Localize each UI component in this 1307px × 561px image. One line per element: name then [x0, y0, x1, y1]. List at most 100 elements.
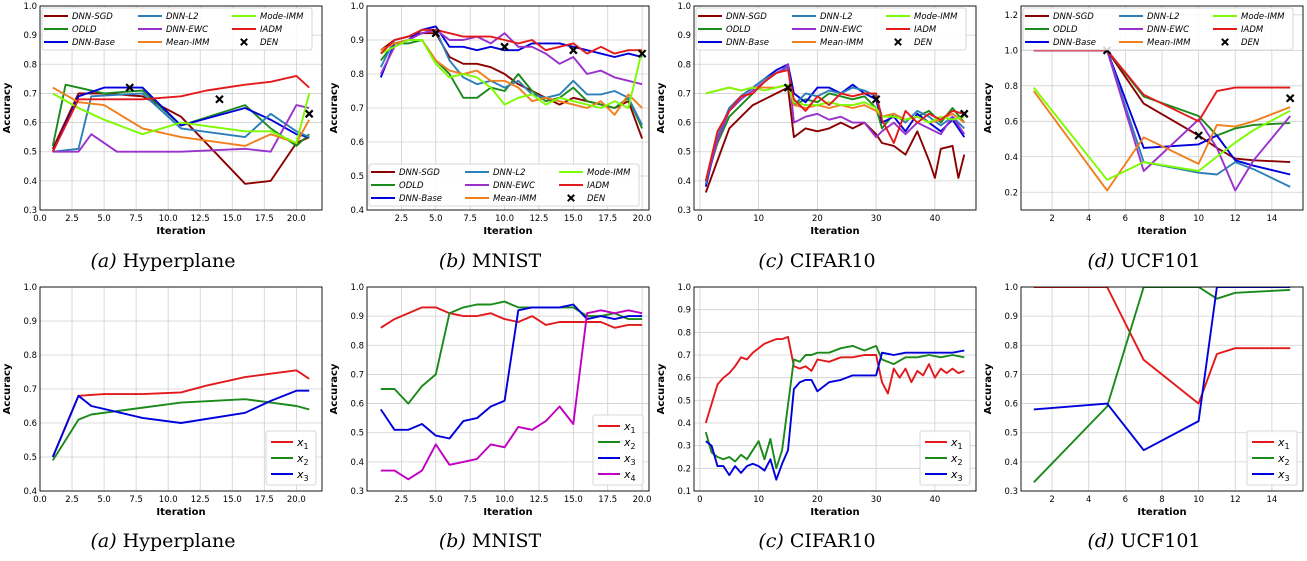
x-tick-label: 40	[929, 214, 940, 224]
x-axis-label: Iteration	[483, 226, 532, 237]
legend-item: DNN-L2	[465, 168, 525, 178]
x-axis-label: Iteration	[156, 226, 205, 237]
legend-item: x2	[1252, 452, 1290, 467]
legend-label: x4	[623, 468, 636, 483]
x-tick-label: 17.5	[255, 495, 274, 505]
legend-item: DNN-EWC	[1119, 25, 1189, 35]
series-line-iadm	[380, 28, 643, 55]
y-tick-label: 1.0	[677, 2, 691, 12]
x-axis-label: Iteration	[156, 507, 205, 518]
axes-frame	[39, 286, 323, 492]
legend-label: Mode-IMM	[260, 12, 304, 22]
legend-label: DNN-EWC	[1147, 25, 1189, 35]
caption-letter: (d)	[1087, 250, 1115, 272]
y-tick-label: 0.7	[677, 89, 691, 99]
x-tick-label: 10	[1193, 214, 1204, 224]
caption: (b) MNIST	[327, 530, 653, 552]
series-line-dnn-base	[51, 86, 310, 153]
y-tick-label: 0.8	[677, 60, 691, 70]
legend-label: DNN-EWC	[493, 181, 535, 191]
series-line-mode-imm	[380, 39, 644, 109]
x-tick-label: 2	[1049, 214, 1054, 224]
series-line-x3	[1033, 287, 1291, 452]
legend-item: DEN	[567, 194, 606, 204]
legend-item: DEN	[894, 38, 933, 48]
x-tick-label: 6	[1123, 495, 1128, 505]
x-tick-label: 0.0	[33, 495, 47, 505]
y-tick-label: 0.6	[677, 119, 691, 129]
legend-item: IADM	[1213, 25, 1264, 35]
plot-area	[379, 25, 647, 139]
caption: (a) Hyperplane	[0, 530, 326, 552]
caption-name: CIFAR10	[789, 250, 876, 272]
series-line-x1	[380, 306, 643, 329]
y-tick-label: 0.7	[350, 104, 364, 114]
x-tick-label: 17.5	[255, 214, 274, 224]
series-line-mode-imm	[705, 83, 965, 124]
caption-name: Hyperplane	[122, 530, 236, 552]
caption-name: MNIST	[471, 530, 542, 552]
den-marker	[783, 83, 793, 92]
series-line-x1	[51, 369, 310, 458]
y-tick-label: 0.9	[350, 312, 364, 322]
x-tick-label: 5.0	[97, 495, 111, 505]
y-tick-label: 0.5	[23, 148, 37, 158]
legend-label: ODLD	[72, 25, 97, 35]
legend: DNN-SGD DNN-L2 Mode-IMM ODLD DNN-EWC IADM DNN-…	[41, 7, 313, 51]
series-line-x2	[704, 344, 965, 470]
y-tick-label: 0.6	[1004, 117, 1018, 127]
x-tick-label: 15.0	[564, 495, 583, 505]
y-tick-label: 0.6	[350, 400, 364, 410]
caption: (c) CIFAR10	[654, 250, 980, 272]
legend-label: DEN	[260, 38, 279, 48]
x-tick-label: 4	[1086, 495, 1091, 505]
legend-item: DNN-SGD	[44, 12, 113, 22]
series-line-mean-imm	[380, 39, 643, 116]
x-tick-label: 2.5	[65, 495, 79, 505]
legend-label: x2	[296, 452, 309, 467]
legend-item: Mode-IMM	[232, 12, 304, 22]
legend-item: x1	[925, 436, 963, 451]
legend-label: DNN-SGD	[72, 12, 113, 22]
legend-label: x3	[950, 468, 963, 483]
x-axis-label: Iteration	[1137, 507, 1186, 518]
chart-3: 0 10 20 30 40 0.3 0.4 0.5 0.6 0.7 0.8 0.9 1.0 Iterati…	[656, 2, 977, 237]
x-tick-label: 5.0	[429, 214, 443, 224]
x-tick-label: 7.5	[129, 495, 143, 505]
legend-label: ODLD	[399, 181, 424, 191]
plot-area	[51, 369, 310, 461]
legend-label: x1	[1277, 436, 1290, 451]
y-tick-label: 0.4	[23, 487, 37, 497]
x-tick-label: 15.0	[223, 495, 242, 505]
legend-item: DEN	[1221, 38, 1260, 48]
caption-letter: (a)	[90, 250, 117, 272]
series-line-mean-imm	[1033, 90, 1291, 192]
plot-area	[1033, 46, 1295, 192]
chart-8: 2 4 6 8 10 12 14 0.3 0.4 0.5 0.6 0.7 0.8 0.9 1.0 Iterat…	[983, 283, 1304, 518]
x-tick-label: 10	[753, 214, 764, 224]
caption-letter: (d)	[1087, 530, 1115, 552]
legend-label: DNN-EWC	[166, 25, 208, 35]
x-tick-label: 6	[1123, 214, 1128, 224]
series-line-iadm	[704, 69, 965, 182]
series-line-x1	[704, 335, 965, 424]
legend-item: x1	[1252, 436, 1290, 451]
chart-5: 0.0 2.5 5.0 7.5 10.0 12.5 15.0 17.5 20.0 0.4 0.5 0.…	[2, 283, 323, 518]
legend-item: x3	[598, 452, 636, 467]
y-tick-label: 0.7	[350, 370, 364, 380]
y-tick-label: 0.9	[1004, 312, 1018, 322]
caption-name: UCF101	[1120, 250, 1201, 272]
legend-item: IADM	[559, 181, 610, 191]
x-tick-label: 30	[871, 495, 882, 505]
y-tick-label: 0.8	[1004, 82, 1018, 92]
legend-label: ODLD	[726, 25, 751, 35]
legend-label: IADM	[587, 181, 610, 191]
legend-item: Mean-IMM	[792, 38, 864, 48]
legend-label: Mean-IMM	[493, 194, 537, 204]
legend-label: Mean-IMM	[820, 38, 864, 48]
x-tick-label: 15.0	[223, 214, 242, 224]
legend-label: DNN-EWC	[820, 25, 862, 35]
legend: DNN-SGD DNN-L2 Mode-IMM ODLD DNN-EWC IADM DNN-…	[695, 7, 967, 51]
y-axis-label: Accuracy	[656, 363, 667, 414]
caption-letter: (b)	[438, 530, 466, 552]
